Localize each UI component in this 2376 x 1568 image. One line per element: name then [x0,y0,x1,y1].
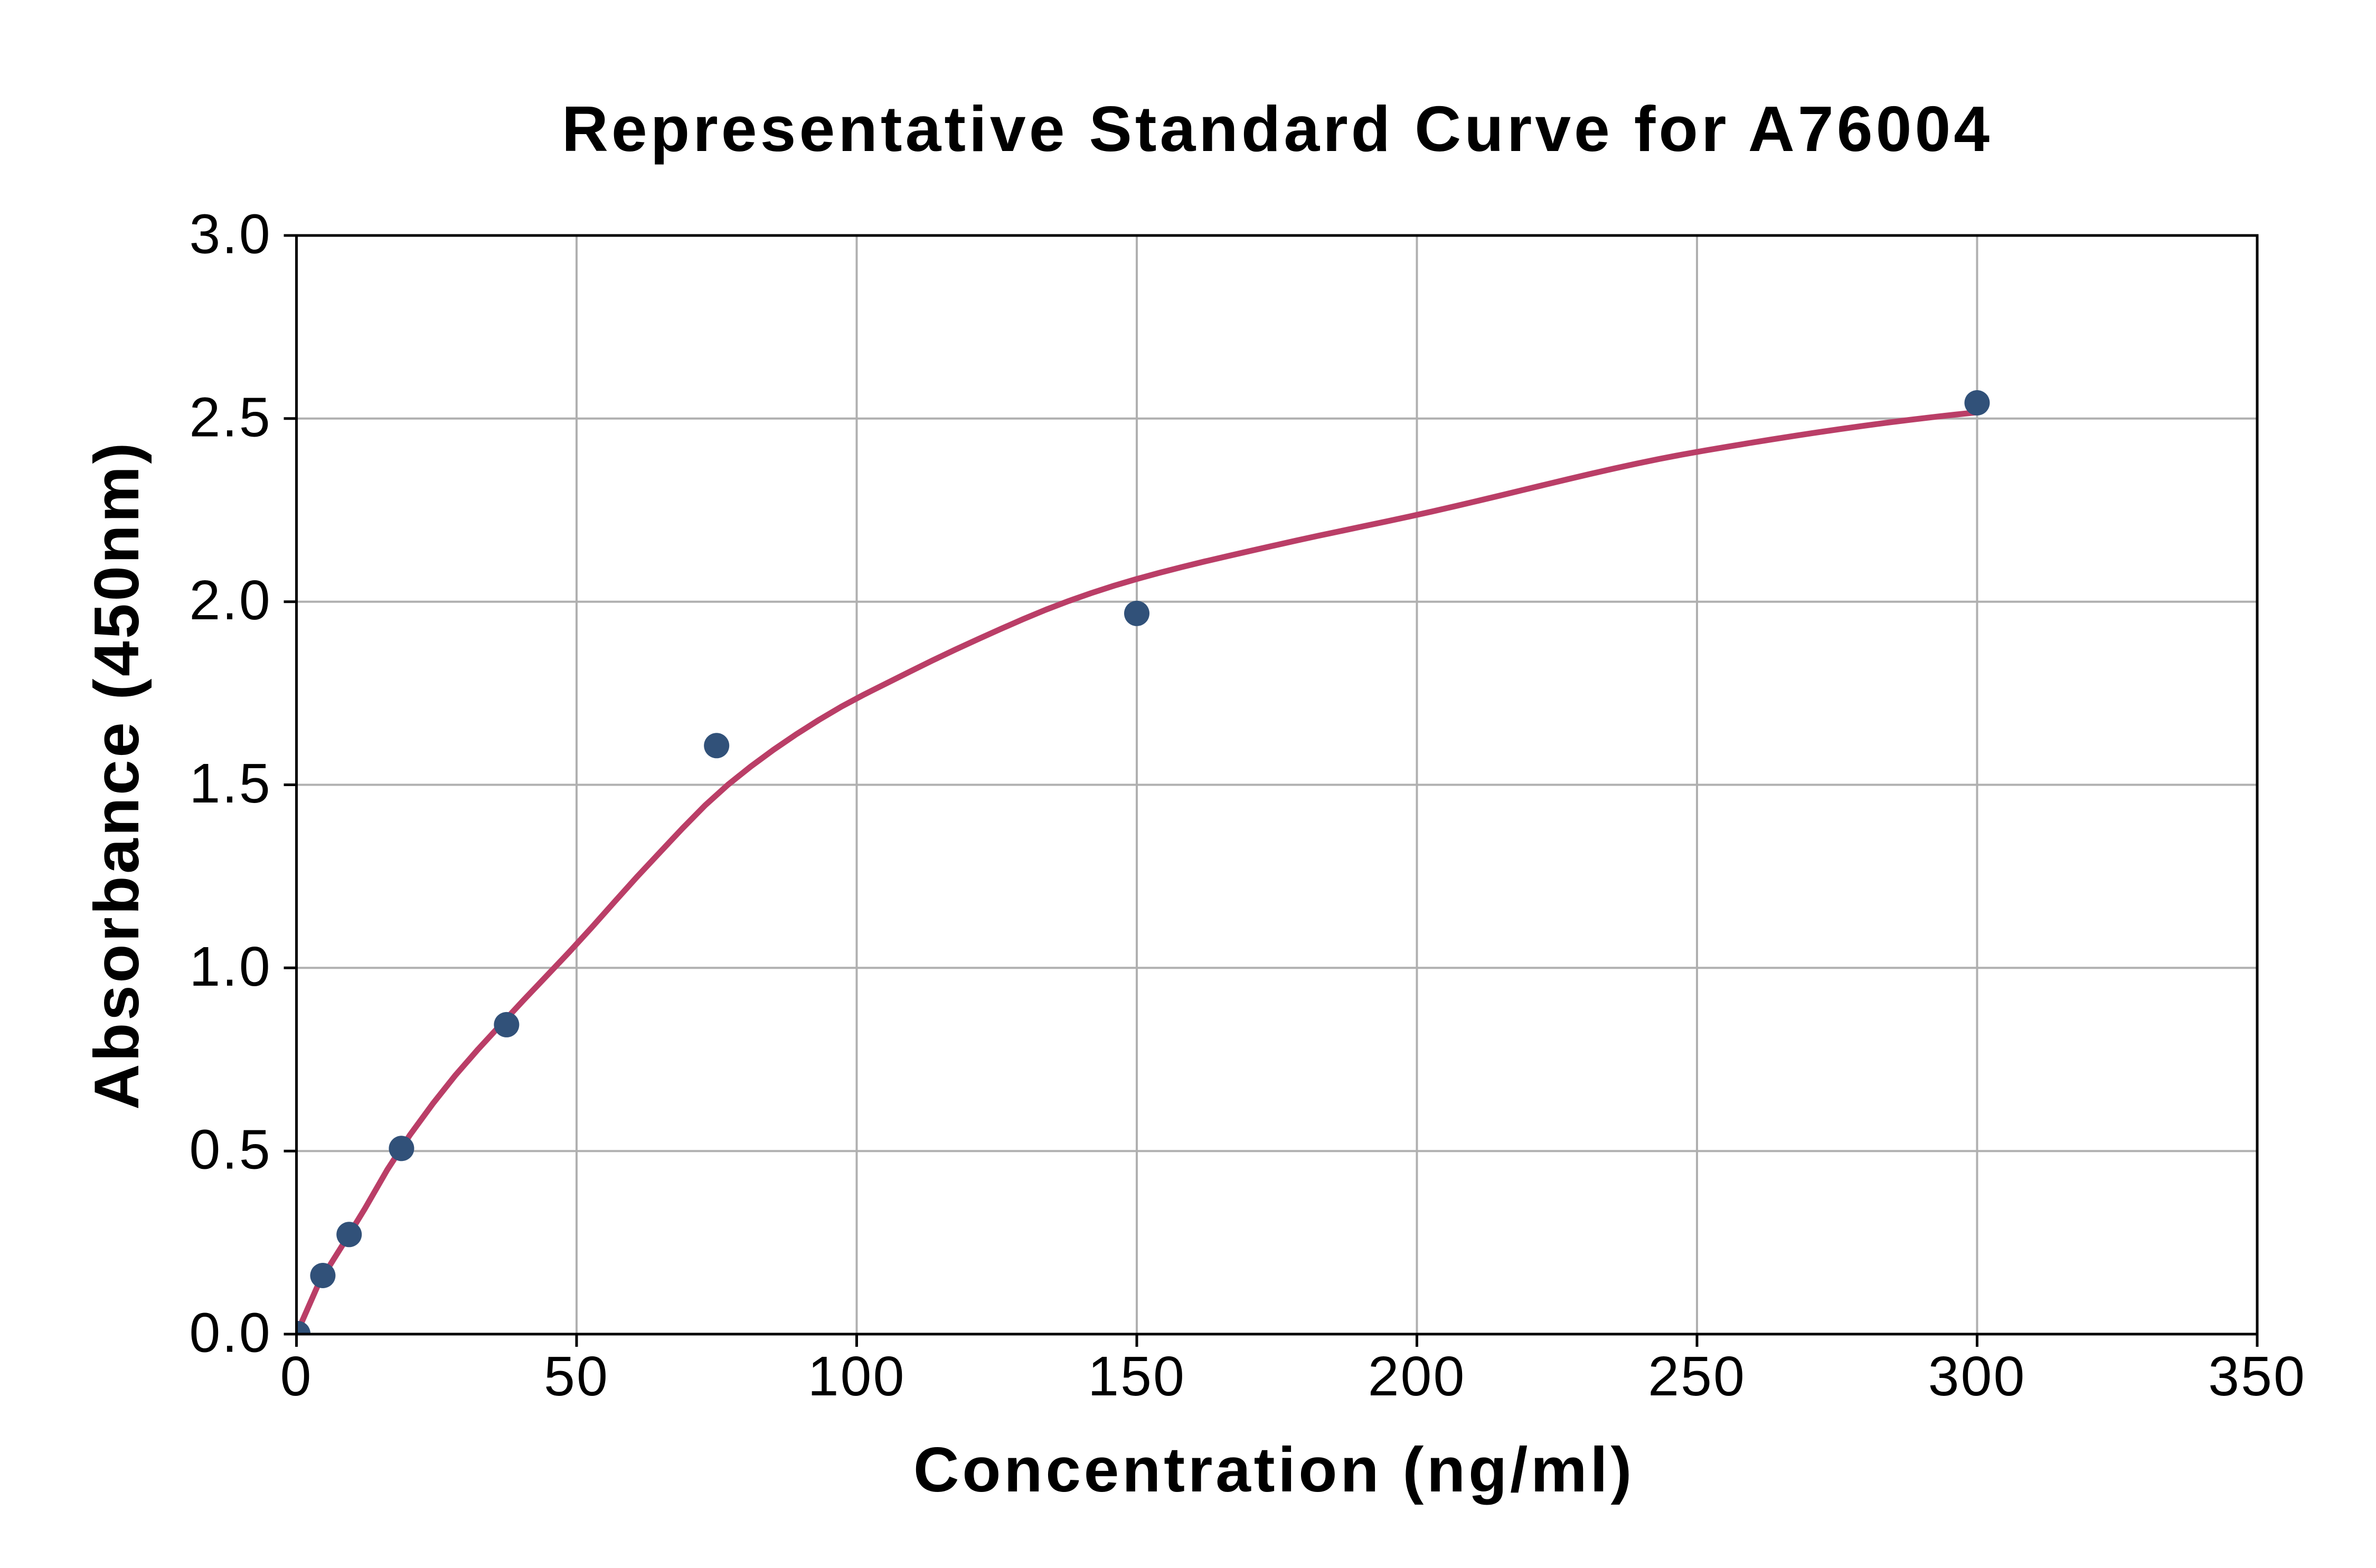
svg-text:0.0: 0.0 [189,1302,271,1364]
svg-text:200: 200 [1368,1345,1466,1408]
svg-text:3.0: 3.0 [189,203,271,266]
svg-text:2.5: 2.5 [189,386,271,448]
svg-text:0: 0 [280,1345,313,1408]
svg-text:0.5: 0.5 [189,1119,271,1181]
svg-text:350: 350 [2208,1345,2306,1408]
svg-text:250: 250 [1648,1345,1746,1408]
svg-text:50: 50 [544,1345,609,1408]
svg-text:1.0: 1.0 [189,936,271,998]
svg-text:300: 300 [1928,1345,2026,1408]
svg-text:Absorbance (450nm): Absorbance (450nm) [81,440,152,1110]
svg-text:1.5: 1.5 [189,752,271,815]
svg-text:Concentration (ng/ml): Concentration (ng/ml) [913,1434,1635,1505]
svg-text:Representative Standard Curve: Representative Standard Curve for A76004 [562,93,1993,165]
svg-text:150: 150 [1088,1345,1186,1408]
svg-text:2.0: 2.0 [189,569,271,631]
svg-text:100: 100 [808,1345,906,1408]
